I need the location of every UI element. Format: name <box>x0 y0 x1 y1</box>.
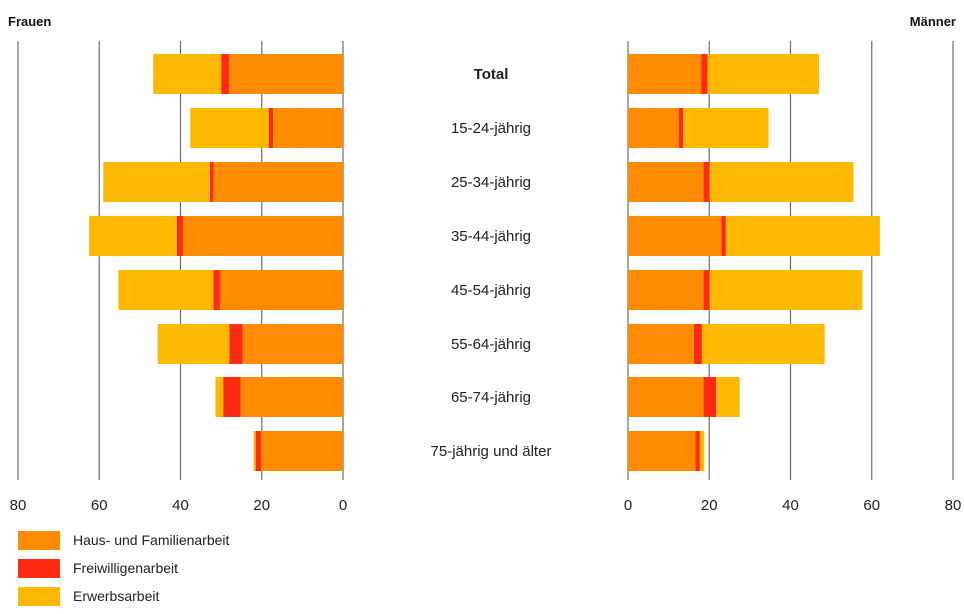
maenner-bar-haus-und-familienarbeit <box>628 270 704 310</box>
frauen-bar-haus-und-familienarbeit <box>240 377 343 417</box>
maenner-bar-erwerbsarbeit <box>709 270 863 310</box>
maenner-bar-erwerbsarbeit <box>683 108 769 148</box>
frauen-bar-freiwilligenarbeit <box>221 54 230 94</box>
frauen-bar-haus-und-familienarbeit <box>182 216 343 256</box>
maenner-bar-haus-und-familienarbeit <box>628 162 704 202</box>
legend-swatch <box>18 559 60 578</box>
frauen-bar-erwerbsarbeit <box>118 270 214 310</box>
maenner-bar-erwerbsarbeit <box>716 377 740 417</box>
frauen-bar-erwerbsarbeit <box>157 324 230 364</box>
legend-swatch <box>18 531 60 550</box>
legend-swatch <box>18 587 60 606</box>
category-label: Total <box>474 66 509 83</box>
left-x-tick-label: 60 <box>91 497 108 514</box>
category-label: 75-jährig und älter <box>431 443 552 460</box>
maenner-bar-erwerbsarbeit <box>707 54 819 94</box>
maenner-bar-freiwilligenarbeit <box>703 270 710 310</box>
maenner-bar-erwerbsarbeit <box>725 216 880 256</box>
category-label: 45-54-jährig <box>451 282 531 299</box>
maenner-bar-erwerbsarbeit <box>709 162 854 202</box>
frauen-bar-erwerbsarbeit <box>253 431 256 471</box>
left-x-tick-label: 0 <box>339 497 347 514</box>
frauen-bar-freiwilligenarbeit <box>176 216 183 256</box>
category-label: 65-74-jährig <box>451 389 531 406</box>
frauen-bar-erwerbsarbeit <box>153 54 222 94</box>
frauen-bar-haus-und-familienarbeit <box>260 431 343 471</box>
frauen-bar-haus-und-familienarbeit <box>229 54 343 94</box>
frauen-bar-freiwilligenarbeit <box>209 162 214 202</box>
frauen-bar-freiwilligenarbeit <box>223 377 241 417</box>
frauen-bar-erwerbsarbeit <box>89 216 177 256</box>
frauen-bar-haus-und-familienarbeit <box>242 324 343 364</box>
frauen-bar-freiwilligenarbeit <box>268 108 274 148</box>
maenner-bar-haus-und-familienarbeit <box>628 54 702 94</box>
frauen-bar-haus-und-familienarbeit <box>213 162 343 202</box>
maenner-bar-freiwilligenarbeit <box>678 108 684 148</box>
maenner-bar-erwerbsarbeit <box>699 431 705 471</box>
right-panel-title: Männer <box>909 14 956 29</box>
maenner-bar-haus-und-familienarbeit <box>628 216 722 256</box>
right-x-tick-label: 20 <box>701 497 718 514</box>
category-label: 15-24-jährig <box>451 120 531 137</box>
left-x-tick-label: 80 <box>10 497 27 514</box>
right-x-tick-label: 60 <box>863 497 880 514</box>
left-panel-title: Frauen <box>8 14 52 29</box>
frauen-bar-erwerbsarbeit <box>103 162 210 202</box>
frauen-bar-haus-und-familienarbeit <box>273 108 343 148</box>
category-label: 35-44-jährig <box>451 228 531 245</box>
left-x-tick-label: 40 <box>172 497 189 514</box>
frauen-bar-erwerbsarbeit <box>190 108 269 148</box>
maenner-bar-freiwilligenarbeit <box>701 54 708 94</box>
left-x-tick-label: 20 <box>253 497 270 514</box>
maenner-bar-haus-und-familienarbeit <box>628 324 694 364</box>
legend-label: Freiwilligenarbeit <box>73 560 179 576</box>
category-label: 55-64-jährig <box>451 336 531 353</box>
right-x-tick-label: 80 <box>945 497 962 514</box>
legend-label: Haus- und Familienarbeit <box>73 532 230 548</box>
maenner-bar-haus-und-familienarbeit <box>628 108 679 148</box>
right-x-tick-label: 40 <box>782 497 799 514</box>
right-x-tick-label: 0 <box>624 497 632 514</box>
frauen-bar-haus-und-familienarbeit <box>219 270 343 310</box>
maenner-bar-haus-und-familienarbeit <box>628 431 696 471</box>
maenner-bar-erwerbsarbeit <box>701 324 825 364</box>
frauen-bar-freiwilligenarbeit <box>229 324 243 364</box>
maenner-bar-freiwilligenarbeit <box>721 216 726 256</box>
maenner-bar-haus-und-familienarbeit <box>628 377 704 417</box>
frauen-bar-freiwilligenarbeit <box>255 431 261 471</box>
legend-label: Erwerbsarbeit <box>73 588 160 604</box>
frauen-bar-erwerbsarbeit <box>215 377 224 417</box>
frauen-bar-freiwilligenarbeit <box>213 270 220 310</box>
category-label: 25-34-jährig <box>451 174 531 191</box>
maenner-bar-freiwilligenarbeit <box>693 324 702 364</box>
maenner-bar-freiwilligenarbeit <box>703 377 717 417</box>
maenner-bar-freiwilligenarbeit <box>703 162 710 202</box>
maenner-bar-freiwilligenarbeit <box>695 431 700 471</box>
